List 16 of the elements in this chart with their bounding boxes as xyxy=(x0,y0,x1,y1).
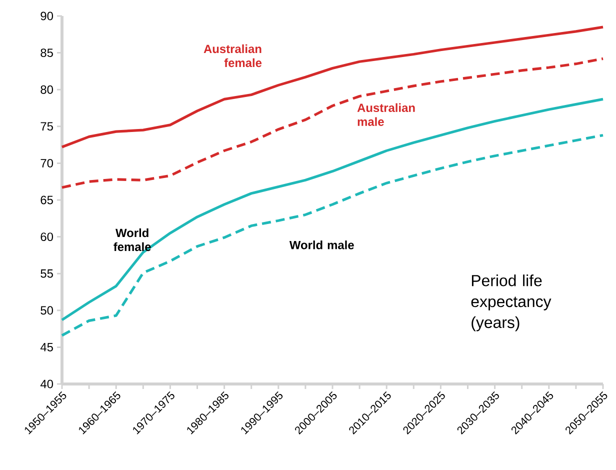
y-tick-label: 45 xyxy=(40,343,53,352)
y-tick-label: 70 xyxy=(40,158,54,168)
y-tick-label: 80 xyxy=(40,85,54,94)
series-label: Australian female xyxy=(204,44,262,68)
y-tick-label: 90 xyxy=(40,12,54,20)
series-label: World male xyxy=(289,240,354,250)
series-label: World female xyxy=(114,228,151,252)
y-tick-label: 55 xyxy=(40,269,53,278)
y-tick-label: 75 xyxy=(40,122,53,131)
y-tick-label: 85 xyxy=(40,48,53,58)
y-tick-label: 40 xyxy=(40,380,54,388)
y-tick-label: 65 xyxy=(40,196,53,204)
series-label: Australian male xyxy=(357,103,415,126)
text: Period life expectancy (years) xyxy=(471,274,552,332)
y-tick-label: 50 xyxy=(40,306,54,315)
y-tick-label: 60 xyxy=(40,232,54,242)
